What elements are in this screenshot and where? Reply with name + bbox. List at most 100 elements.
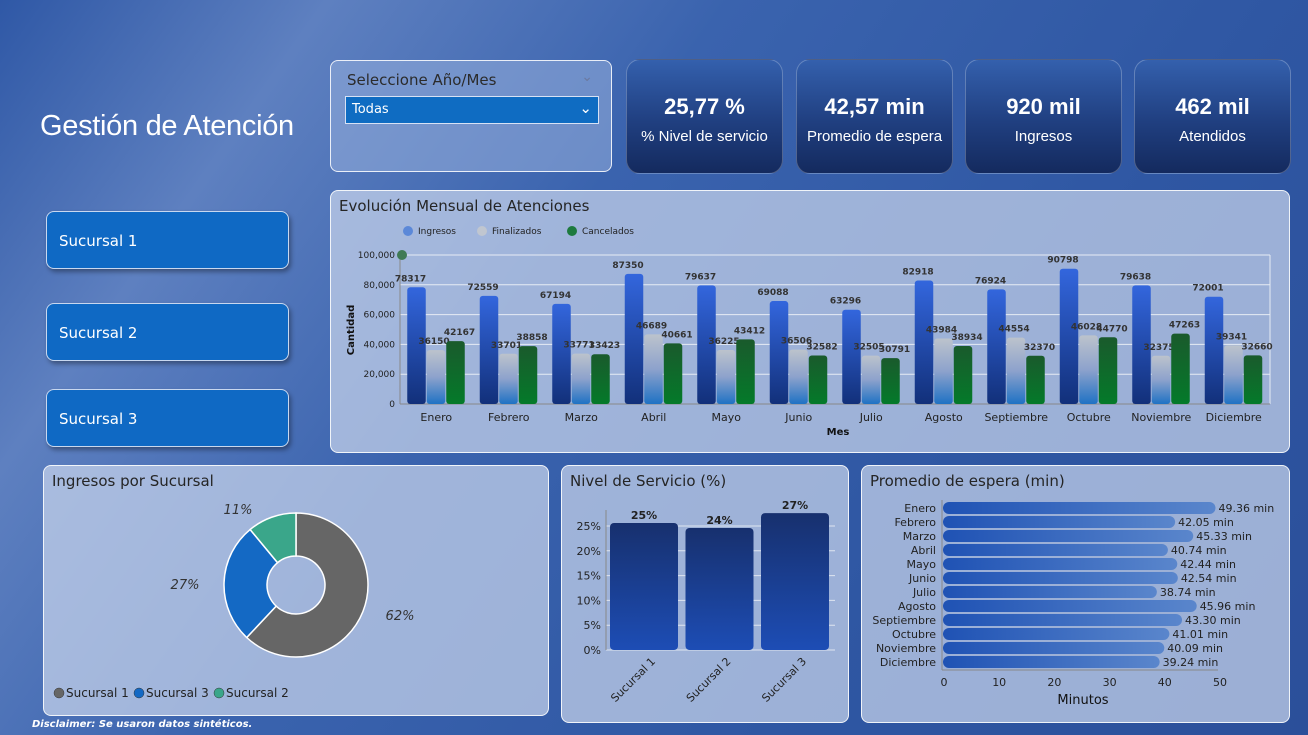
collapse-chevron-icon[interactable]: ⌄ bbox=[581, 69, 593, 85]
data-label-ingresos: 72001 bbox=[1192, 284, 1223, 294]
y-tick-label: 80,000 bbox=[364, 281, 396, 291]
bar-finalizados bbox=[499, 353, 518, 404]
data-label-cancelados: 32660 bbox=[1241, 342, 1272, 352]
service-level-bar bbox=[610, 523, 678, 650]
legend-label: Sucursal 1 bbox=[66, 686, 129, 700]
x-tick-label: 0 bbox=[941, 676, 948, 689]
bar-ingresos bbox=[769, 301, 789, 404]
x-tick-label: 50 bbox=[1213, 676, 1227, 689]
x-tick-label: Diciembre bbox=[1206, 411, 1262, 424]
wait-time-bar bbox=[943, 656, 1160, 668]
bar-cancelados bbox=[736, 339, 755, 404]
bar-finalizados bbox=[861, 355, 881, 404]
y-tick-label: Noviembre bbox=[876, 642, 936, 655]
bar-ingresos bbox=[479, 295, 499, 404]
data-label-finalizados: 39341 bbox=[1216, 332, 1247, 342]
data-label-cancelados: 38934 bbox=[951, 333, 982, 343]
y-tick-label: 0 bbox=[389, 400, 395, 410]
data-label-cancelados: 40661 bbox=[661, 330, 692, 340]
y-tick-label: 20,000 bbox=[364, 370, 396, 380]
x-tick-label: Junio bbox=[784, 411, 812, 424]
bar-ingresos bbox=[697, 285, 716, 404]
y-tick-label: 5% bbox=[584, 619, 601, 632]
year-month-slicer: Seleccione Año/Mes ⌄ Todas ⌄ bbox=[330, 60, 612, 172]
slicer-label: Seleccione Año/Mes bbox=[347, 71, 497, 89]
kpi-value: 25,77 % bbox=[664, 94, 745, 119]
x-tick-label: Abril bbox=[641, 411, 666, 424]
x-axis-title: Minutos bbox=[1057, 693, 1108, 708]
y-tick-label: Marzo bbox=[903, 530, 937, 543]
bar-cancelados bbox=[446, 341, 465, 404]
bar-ingresos bbox=[987, 289, 1006, 404]
x-tick-label: Octubre bbox=[1067, 411, 1111, 424]
bar-finalizados bbox=[1006, 337, 1026, 404]
y-tick-label: Octubre bbox=[892, 628, 936, 641]
disclaimer: Disclaimer: Se usaron datos sintéticos. bbox=[32, 719, 253, 730]
bar-finalizados bbox=[934, 338, 953, 404]
donut-chart-panel: Ingresos por Sucursal bbox=[43, 465, 549, 716]
x-tick-label: Julio bbox=[859, 411, 883, 424]
y-tick-label: Septiembre bbox=[872, 614, 936, 627]
x-tick-label: Febrero bbox=[488, 411, 530, 424]
data-label-finalizados: 36150 bbox=[418, 337, 449, 347]
data-label-ingresos: 79638 bbox=[1120, 272, 1151, 282]
bar-cancelados bbox=[1098, 337, 1118, 404]
data-label: 39.24 min bbox=[1163, 656, 1219, 669]
wait-time-bar bbox=[943, 586, 1157, 598]
wait-time-bar bbox=[943, 544, 1168, 556]
wait-time-bar bbox=[943, 502, 1216, 514]
y-tick-label: 60,000 bbox=[364, 311, 396, 321]
data-label: 38.74 min bbox=[1160, 586, 1216, 599]
chevron-down-icon: ⌄ bbox=[579, 99, 592, 117]
wait-time-bar bbox=[943, 628, 1170, 640]
bar-cancelados bbox=[808, 355, 828, 404]
bar-finalizados bbox=[716, 350, 736, 404]
data-label: 41.01 min bbox=[1172, 628, 1228, 641]
x-tick-label: Agosto bbox=[925, 411, 963, 424]
data-label-cancelados: 32370 bbox=[1024, 343, 1055, 353]
y-tick-label: 100,000 bbox=[358, 251, 395, 261]
y-tick-label: Enero bbox=[904, 502, 936, 515]
data-label: 42.54 min bbox=[1181, 572, 1237, 585]
y-tick-label: 25% bbox=[577, 520, 601, 533]
sucursal-1-button[interactable]: Sucursal 1 bbox=[46, 211, 289, 269]
legend-marker bbox=[53, 687, 65, 699]
data-label: 24% bbox=[706, 514, 732, 527]
data-label-finalizados: 32505 bbox=[853, 343, 884, 353]
bar-cancelados bbox=[518, 346, 538, 404]
sucursal-3-button[interactable]: Sucursal 3 bbox=[46, 389, 289, 447]
wait-time-bar bbox=[943, 558, 1178, 570]
chart-title: Ingresos por Sucursal bbox=[52, 472, 214, 490]
bar-finalizados bbox=[571, 353, 591, 404]
x-tick-label: Sucursal 2 bbox=[684, 655, 734, 705]
kpi-card-atendidos: 462 mil Atendidos bbox=[1134, 59, 1291, 174]
data-label-finalizados: 44554 bbox=[998, 325, 1029, 335]
wait-time-bar bbox=[943, 600, 1197, 612]
kpi-value: 920 mil bbox=[1006, 94, 1081, 119]
kpi-value: 462 mil bbox=[1175, 94, 1250, 119]
kpi-card-promedio-espera: 42,57 min Promedio de espera bbox=[796, 59, 953, 174]
kpi-value: 42,57 min bbox=[824, 94, 925, 119]
chart-title: Evolución Mensual de Atenciones bbox=[339, 197, 590, 215]
x-axis-title: Mes bbox=[827, 427, 850, 438]
bar-ingresos bbox=[552, 303, 571, 404]
kpi-label: Atendidos bbox=[1179, 128, 1246, 145]
data-label-cancelados: 38858 bbox=[516, 333, 547, 343]
chart-title: Promedio de espera (min) bbox=[870, 472, 1065, 490]
legend-label-cancelados: Cancelados bbox=[582, 227, 634, 237]
y-tick-label: Abril bbox=[911, 544, 936, 557]
y-tick-label: Diciembre bbox=[880, 656, 936, 669]
year-month-dropdown[interactable]: Todas ⌄ bbox=[345, 96, 599, 124]
donut-slice-sucursal-2 bbox=[249, 512, 297, 564]
data-label-ingresos: 72559 bbox=[467, 283, 498, 293]
sucursal-2-button[interactable]: Sucursal 2 bbox=[46, 303, 289, 361]
data-label-cancelados: 44770 bbox=[1096, 324, 1127, 334]
data-label-finalizados: 46028 bbox=[1071, 322, 1102, 332]
data-label-ingresos: 90798 bbox=[1047, 256, 1078, 266]
scroll-marker bbox=[397, 250, 407, 260]
legend-marker bbox=[133, 687, 145, 699]
y-tick-label: Febrero bbox=[894, 516, 936, 529]
y-tick-label: 10% bbox=[577, 594, 601, 607]
bar-cancelados bbox=[953, 345, 973, 404]
bar-cancelados bbox=[1243, 355, 1263, 404]
